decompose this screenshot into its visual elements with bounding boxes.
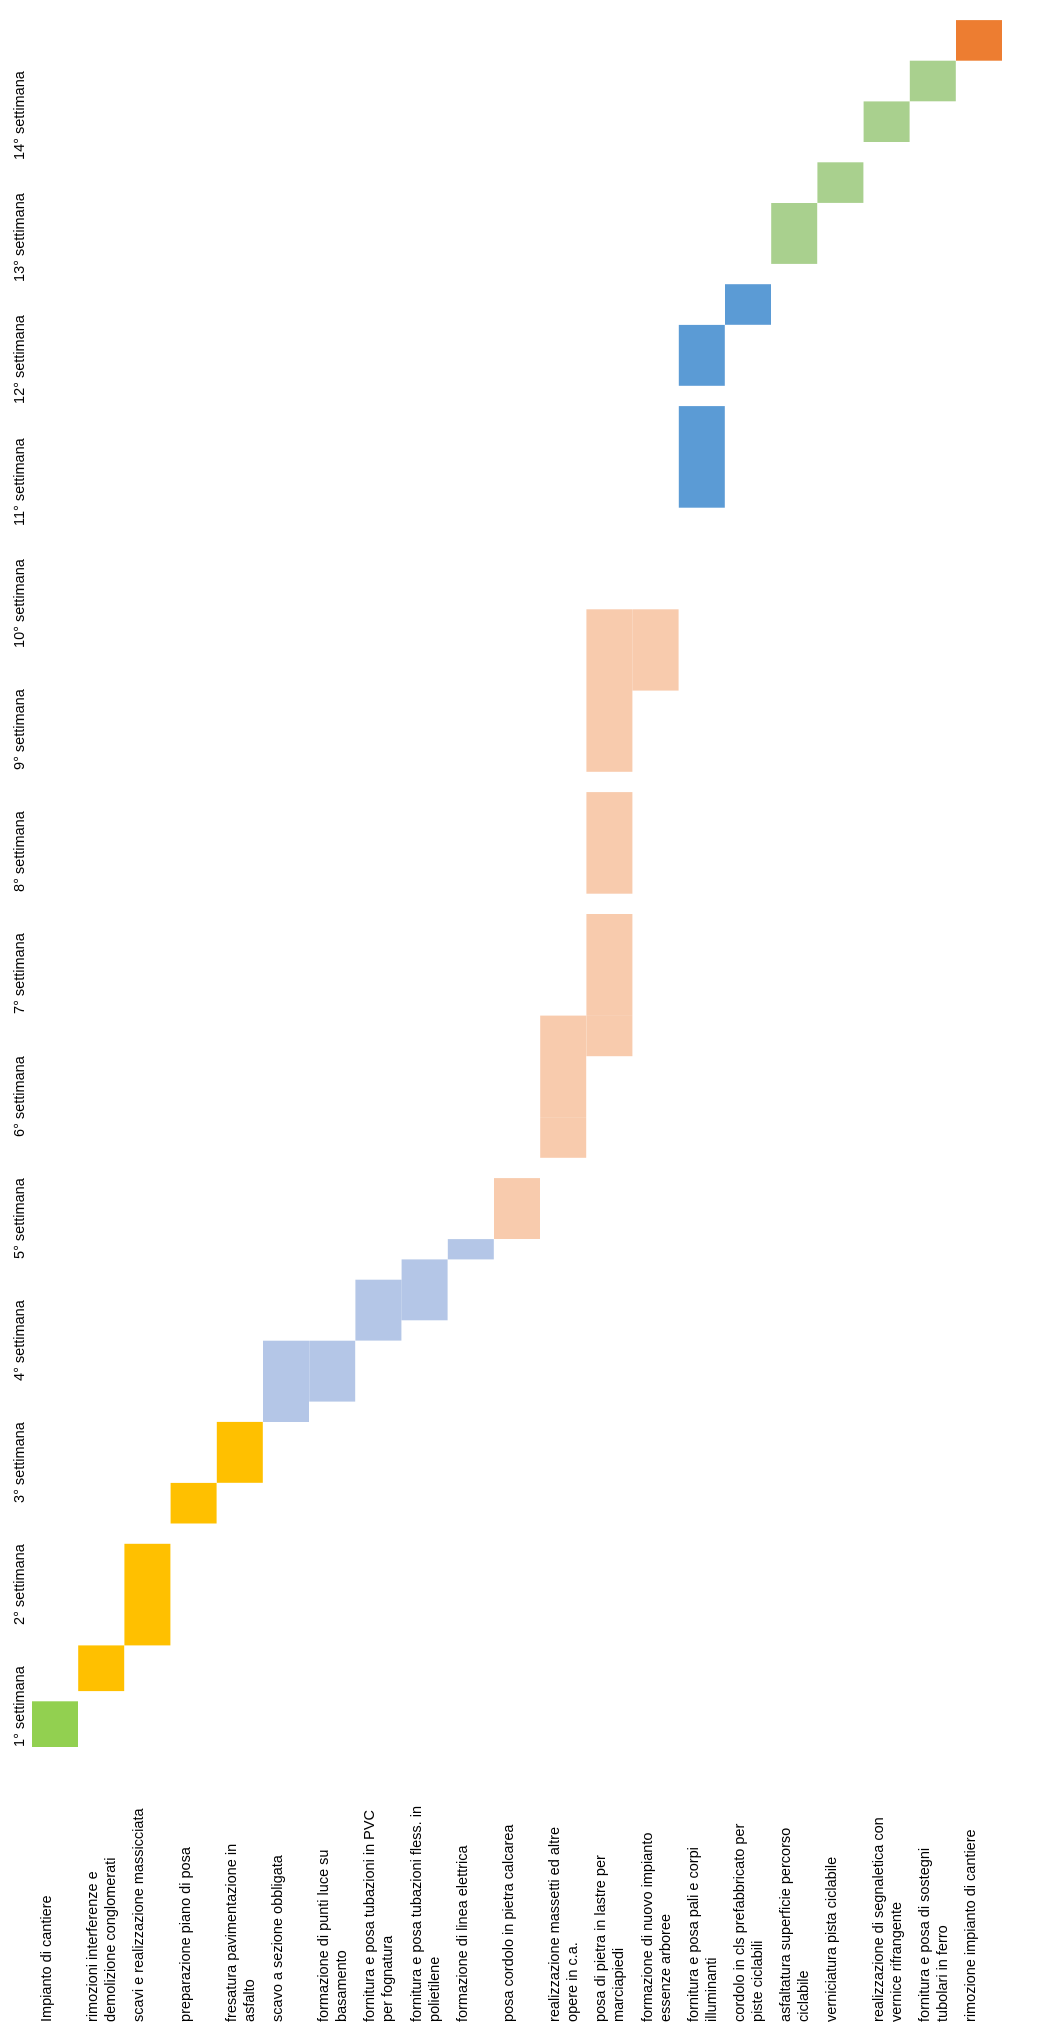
task-label: verniciatura pista ciclabile — [824, 1856, 841, 2022]
task-label: preparazione piano di posa — [177, 1847, 194, 2022]
gantt-bar — [586, 1015, 633, 1057]
task-label: formazione di punti luce su basamento — [316, 1849, 351, 2023]
gantt-bar — [216, 1421, 263, 1483]
task-label: formazione di nuovo impianto essenze arb… — [639, 1832, 674, 2022]
week-label: 13° settimana — [12, 192, 28, 282]
task-label: rimozione impianto di cantiere — [963, 1829, 979, 2022]
gantt-bar — [678, 406, 725, 508]
gantt-bar — [78, 1645, 125, 1692]
week-label: 7° settimana — [12, 933, 28, 1015]
gantt-bar — [263, 1340, 309, 1422]
gantt-bar — [540, 1117, 587, 1158]
task-label: fresatura pavimentazione in asfalto — [223, 1843, 258, 2022]
gantt-bar — [355, 1279, 402, 1341]
task-label: fornitura e posa pali e corpi illuminant… — [685, 1847, 720, 2022]
gantt-bar — [309, 1340, 356, 1402]
gantt-bar — [170, 1482, 217, 1524]
gantt-bar — [863, 101, 910, 142]
week-label: 4° settimana — [12, 1299, 28, 1381]
task-label: asfaltatura superficie percorso ciclabil… — [778, 1827, 813, 2022]
week-label: 2° settimana — [12, 1544, 28, 1625]
week-label: 14° settimana — [12, 70, 28, 160]
week-label: 5° settimana — [12, 1177, 28, 1259]
task-label: realizzazione di segnaletica con vernice… — [870, 1817, 905, 2022]
task-label: rimozioni interferenze e demolizione con… — [85, 1857, 120, 2022]
gantt-bar — [586, 609, 633, 772]
week-label: 9° settimana — [12, 689, 28, 771]
gantt-bar — [771, 203, 818, 264]
week-label: 12° settimana — [12, 315, 28, 404]
task-label: formazione di linea elettrica — [454, 1845, 471, 2022]
task-label: scavi e realizzazione massicciata — [131, 1808, 148, 2022]
task-label: fornitura e posa tubazioni in PVC per fo… — [362, 1810, 397, 2022]
gantt-bar — [494, 1178, 540, 1239]
gantt-bar — [678, 324, 725, 386]
gantt-bar — [447, 1239, 494, 1260]
gantt-bar — [725, 284, 771, 325]
gantt-bar — [586, 914, 633, 1016]
task-label: fornitura e posa di sostegni tubolari in… — [916, 1847, 951, 2022]
week-label: 11° settimana — [12, 438, 28, 526]
gantt-bar — [586, 792, 633, 894]
task-label: Impianto di cantiere — [39, 1895, 55, 2022]
week-label: 3° settimana — [12, 1422, 28, 1503]
gantt-bar — [540, 1015, 587, 1118]
gantt-bar — [32, 1701, 78, 1747]
gantt-bar — [956, 20, 1002, 61]
gantt-bar — [124, 1543, 171, 1646]
gantt-bar — [817, 162, 864, 203]
week-label: 6° settimana — [12, 1055, 28, 1137]
week-label: 10° settimana — [12, 559, 28, 649]
gantt-bar — [632, 609, 679, 691]
task-label: posa cordolo in pietra calcarea — [501, 1824, 517, 2022]
gantt-bar — [401, 1259, 448, 1321]
week-label: 8° settimana — [12, 811, 28, 893]
week-label: 1° settimana — [12, 1666, 28, 1747]
task-label: posa di pietra in lastre per marciapiedi — [593, 1855, 628, 2022]
task-label: scavo a sezione obbligata — [270, 1855, 286, 2022]
gantt-bar — [909, 60, 956, 102]
task-label: realizzazione massetti ed altre opere in… — [547, 1826, 582, 2022]
task-label: fornitura e posa tubazioni fless. in pol… — [408, 1805, 443, 2022]
task-label: cordolo in cls prefabbricato per piste c… — [732, 1823, 766, 2022]
